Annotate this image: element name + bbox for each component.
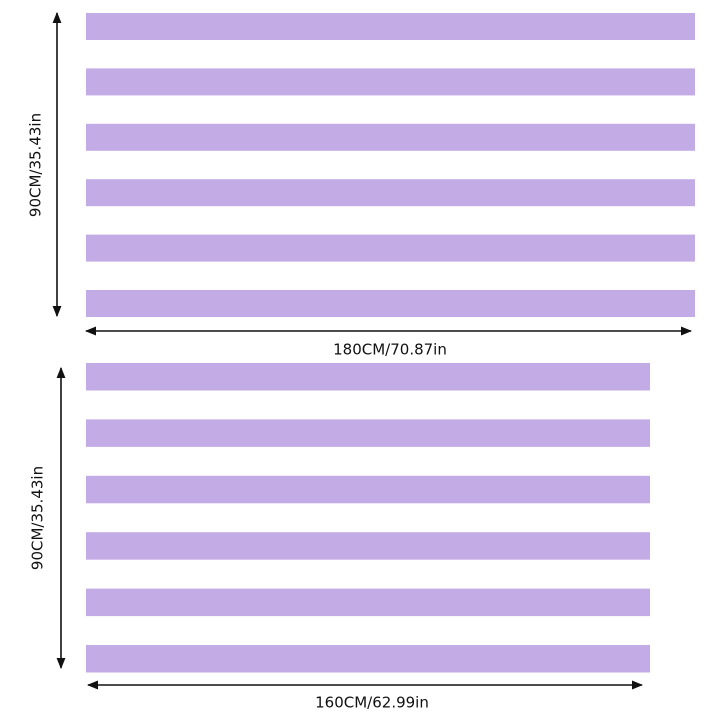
stripe <box>86 123 695 151</box>
stripe <box>86 290 695 317</box>
stripe <box>86 234 695 262</box>
stripe <box>86 532 650 560</box>
height-label: 90CM/35.43in <box>29 466 47 570</box>
tablecloth-panel <box>86 363 650 673</box>
stripe <box>86 13 695 40</box>
stripe <box>86 363 650 391</box>
tablecloth-panel <box>86 13 695 317</box>
stripe <box>86 68 695 96</box>
stripe-layer <box>86 13 695 673</box>
stripe <box>86 179 695 207</box>
width-label: 160CM/62.99in <box>315 694 429 712</box>
stripe <box>86 419 650 447</box>
stripe <box>86 588 650 617</box>
width-label: 180CM/70.87in <box>333 341 447 359</box>
stripe <box>86 645 650 673</box>
height-label: 90CM/35.43in <box>27 113 45 217</box>
stripe <box>86 475 650 504</box>
